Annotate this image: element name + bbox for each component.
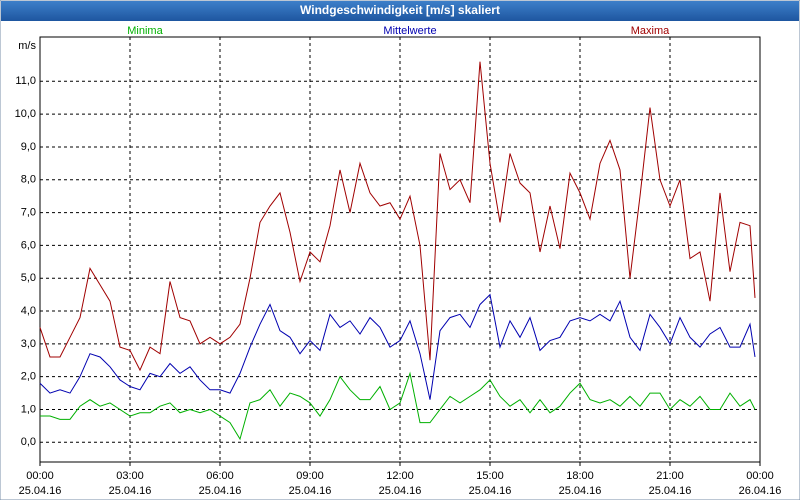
x-tick-date: 25.04.16 <box>559 485 602 497</box>
x-tick-date: 25.04.16 <box>19 485 62 497</box>
x-tick-date: 25.04.16 <box>199 485 242 497</box>
y-tick-label: 9,0 <box>21 141 36 153</box>
y-axis-label: m/s <box>18 40 36 52</box>
legend-entry: Maxima <box>631 25 670 37</box>
y-tick-label: 7,0 <box>21 206 36 218</box>
y-tick-label: 8,0 <box>21 174 36 186</box>
series-line <box>39 293 756 400</box>
series-line <box>39 61 756 372</box>
y-tick-label: 11,0 <box>15 75 36 87</box>
x-tick-label: 00:00 <box>26 470 54 482</box>
y-tick-label: 5,0 <box>21 272 36 284</box>
y-tick-label: 6,0 <box>21 239 36 251</box>
title-bar <box>1 1 799 21</box>
legend-entry: Mittelwerte <box>383 25 436 37</box>
y-tick-label: 1,0 <box>21 403 36 415</box>
y-tick-label: 0,0 <box>21 436 36 448</box>
y-tick-label: 2,0 <box>21 371 36 383</box>
x-tick-label: 18:00 <box>566 470 594 482</box>
x-tick-date: 25.04.16 <box>469 485 512 497</box>
y-tick-label: 10,0 <box>15 108 36 120</box>
x-tick-date: 25.04.16 <box>109 485 152 497</box>
x-tick-date: 25.04.16 <box>379 485 422 497</box>
x-tick-label: 12:00 <box>386 470 414 482</box>
x-tick-label: 03:00 <box>116 470 144 482</box>
x-tick-date: 26.04.16 <box>739 485 782 497</box>
x-tick-date: 25.04.16 <box>289 485 332 497</box>
series-line <box>40 371 756 441</box>
y-tick-label: 4,0 <box>21 305 36 317</box>
legend-entry: Minima <box>127 25 163 37</box>
x-tick-date: 25.04.16 <box>649 485 692 497</box>
y-tick-label: 3,0 <box>21 338 36 350</box>
x-tick-label: 15:00 <box>476 470 504 482</box>
x-tick-label: 06:00 <box>206 470 234 482</box>
x-tick-label: 09:00 <box>296 470 324 482</box>
x-tick-label: 00:00 <box>746 470 774 482</box>
x-tick-label: 21:00 <box>656 470 684 482</box>
chart-title: Windgeschwindigkeit [m/s] skaliert <box>300 3 500 17</box>
